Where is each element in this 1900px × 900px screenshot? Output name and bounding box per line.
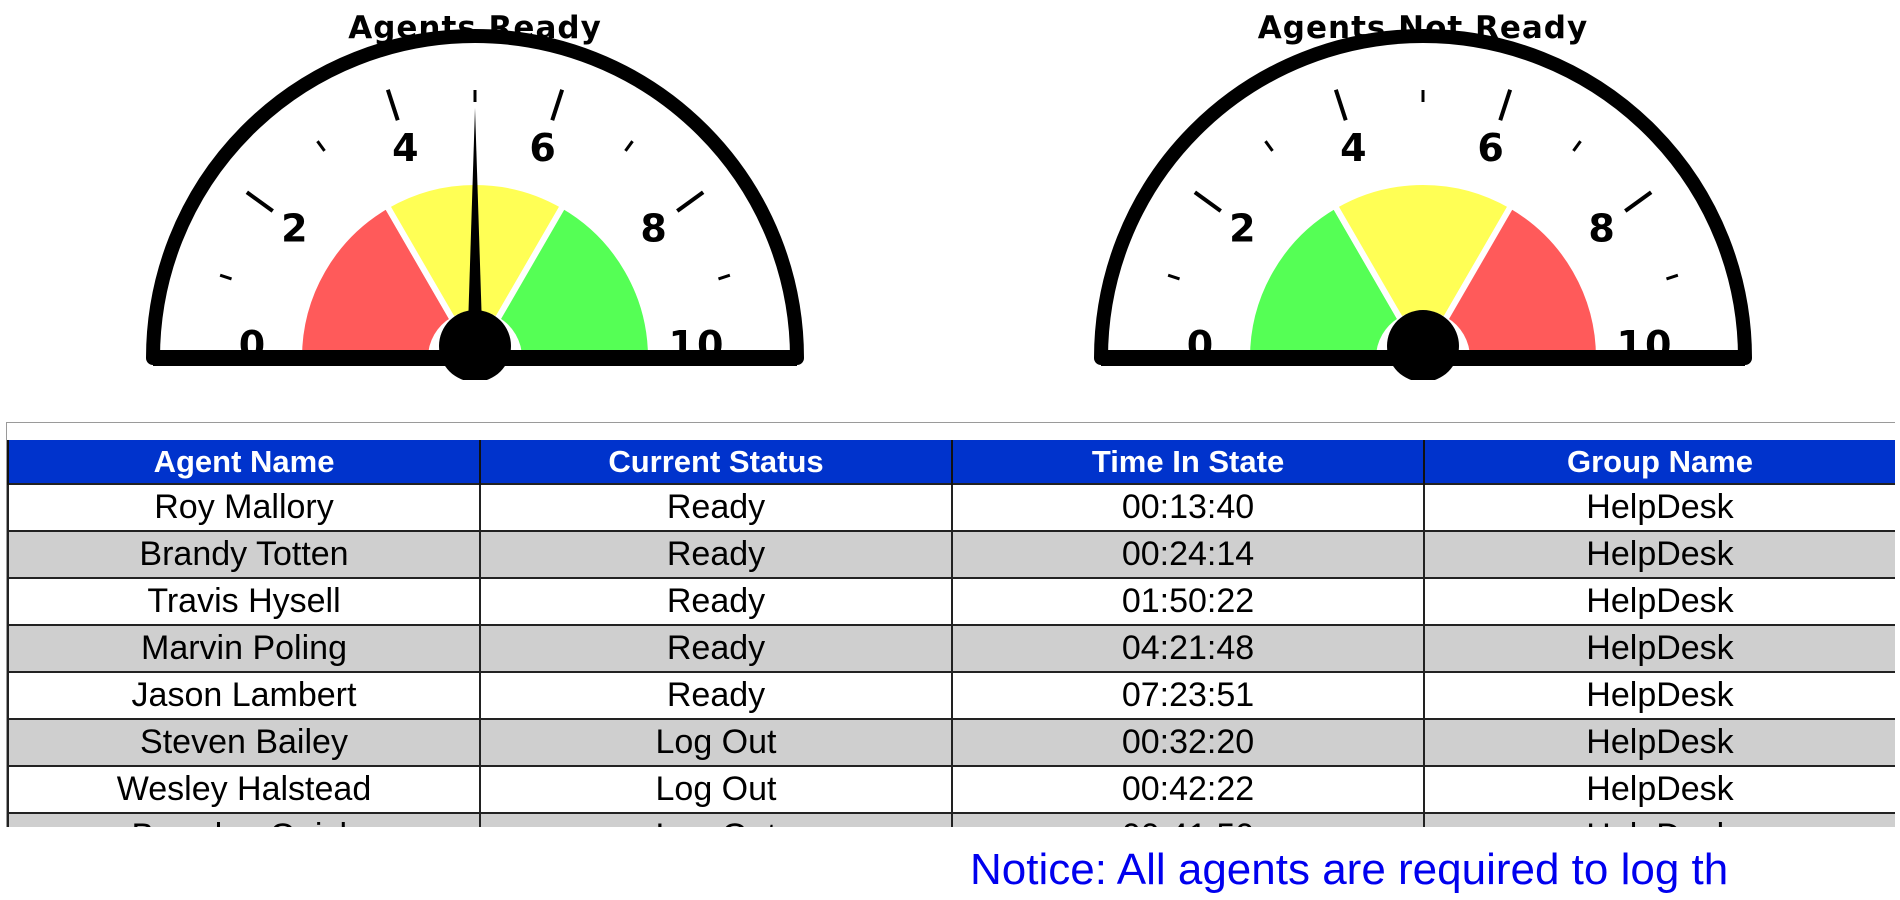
- agents-table: Agent Name Current Status Time In State …: [7, 440, 1895, 827]
- current-status-cell: Log Out: [479, 812, 953, 827]
- group-name-cell: HelpDesk: [1423, 483, 1895, 532]
- current-status-cell: Ready: [479, 624, 953, 673]
- agent-name-cell: Brandy Totten: [7, 530, 481, 579]
- gauge-tick-label: 2: [1229, 207, 1257, 251]
- gauge-agents-ready: Agents Ready 0 2 4 6 8 10: [130, 0, 830, 380]
- time-in-state-cell: 07:23:51: [951, 671, 1425, 720]
- gauge-major-tick: [676, 190, 705, 213]
- gauge-minor-tick: [219, 273, 232, 281]
- agent-name-cell: Roy Mallory: [7, 483, 481, 532]
- group-name-cell: HelpDesk: [1423, 671, 1895, 720]
- current-status-cell: Log Out: [479, 718, 953, 767]
- table-row[interactable]: Marvin Poling Ready 04:21:48 HelpDesk: [7, 624, 1895, 673]
- time-in-state-cell: 00:41:50: [951, 812, 1425, 827]
- agent-name-cell: Wesley Halstead: [7, 765, 481, 814]
- time-in-state-cell: 00:32:20: [951, 718, 1425, 767]
- gauge-agents-not-ready: Agents Not Ready 0 2 4 6 8 10: [1078, 0, 1778, 380]
- gauge-major-tick: [245, 190, 274, 213]
- group-name-cell: HelpDesk: [1423, 577, 1895, 626]
- time-in-state-cell: 00:42:22: [951, 765, 1425, 814]
- table-row[interactable]: Wesley Halstead Log Out 00:42:22 HelpDesk: [7, 765, 1895, 814]
- gauge-tick-label: 4: [1340, 126, 1368, 170]
- gauge-tick-label: 2: [281, 207, 309, 251]
- gauge-major-tick: [1624, 190, 1653, 213]
- gauge-minor-tick: [1264, 140, 1274, 152]
- group-name-cell: HelpDesk: [1423, 624, 1895, 673]
- gauge-major-tick: [550, 89, 565, 121]
- current-status-cell: Ready: [479, 483, 953, 532]
- table-row[interactable]: Steven Bailey Log Out 00:32:20 HelpDesk: [7, 718, 1895, 767]
- gauge-minor-tick: [316, 140, 326, 152]
- gauge-major-tick: [1333, 89, 1348, 121]
- gauge-tick-label: 6: [1477, 126, 1505, 170]
- gauge-minor-tick: [1666, 273, 1679, 281]
- gauge-tick-label: 4: [392, 126, 420, 170]
- gauge-minor-tick: [624, 140, 634, 152]
- group-name-cell: HelpDesk: [1423, 718, 1895, 767]
- gauge-needle: [467, 108, 483, 358]
- gauge-band: [492, 201, 655, 361]
- table-row[interactable]: Brandy Totten Ready 00:24:14 HelpDesk: [7, 530, 1895, 579]
- agent-name-cell: Brandon Quick: [7, 812, 481, 827]
- current-status-cell: Ready: [479, 671, 953, 720]
- gauge-tick-label: 8: [640, 207, 668, 251]
- agents-table-scroll[interactable]: Agent Name Current Status Time In State …: [6, 422, 1895, 827]
- agent-name-cell: Jason Lambert: [7, 671, 481, 720]
- group-name-cell: HelpDesk: [1423, 765, 1895, 814]
- agent-name-cell: Steven Bailey: [7, 718, 481, 767]
- gauge-band: [1243, 201, 1406, 361]
- gauge-major-tick: [1193, 190, 1222, 213]
- group-name-cell: HelpDesk: [1423, 530, 1895, 579]
- gauge-hub: [1387, 310, 1459, 380]
- agent-name-cell: Marvin Poling: [7, 624, 481, 673]
- gauge-hub: [439, 310, 511, 380]
- current-status-cell: Ready: [479, 577, 953, 626]
- gauge-major-tick: [385, 89, 400, 121]
- column-header-time-in-state[interactable]: Time In State: [951, 440, 1425, 484]
- column-header-group-name[interactable]: Group Name: [1423, 440, 1895, 484]
- table-row[interactable]: Travis Hysell Ready 01:50:22 HelpDesk: [7, 577, 1895, 626]
- gauge-band: [1440, 201, 1603, 361]
- time-in-state-cell: 04:21:48: [951, 624, 1425, 673]
- column-header-agent-name[interactable]: Agent Name: [7, 440, 481, 484]
- gauge-band: [295, 201, 458, 361]
- table-row[interactable]: Jason Lambert Ready 07:23:51 HelpDesk: [7, 671, 1895, 720]
- gauge-minor-tick: [1167, 273, 1180, 281]
- time-in-state-cell: 00:13:40: [951, 483, 1425, 532]
- current-status-cell: Log Out: [479, 765, 953, 814]
- current-status-cell: Ready: [479, 530, 953, 579]
- gauge-minor-tick: [718, 273, 731, 281]
- table-header-row: Agent Name Current Status Time In State …: [7, 440, 1895, 484]
- gauge-tick-label: 6: [529, 126, 557, 170]
- group-name-cell: HelpDesk: [1423, 812, 1895, 827]
- gauge-major-tick: [1498, 89, 1513, 121]
- time-in-state-cell: 00:24:14: [951, 530, 1425, 579]
- column-header-current-status[interactable]: Current Status: [479, 440, 953, 484]
- notice-banner: Notice: All agents are required to log t…: [970, 845, 1729, 894]
- table-row[interactable]: Roy Mallory Ready 00:13:40 HelpDesk: [7, 483, 1895, 532]
- time-in-state-cell: 01:50:22: [951, 577, 1425, 626]
- gauge-minor-tick: [1572, 140, 1582, 152]
- agent-name-cell: Travis Hysell: [7, 577, 481, 626]
- gauge-tick-label: 8: [1588, 207, 1616, 251]
